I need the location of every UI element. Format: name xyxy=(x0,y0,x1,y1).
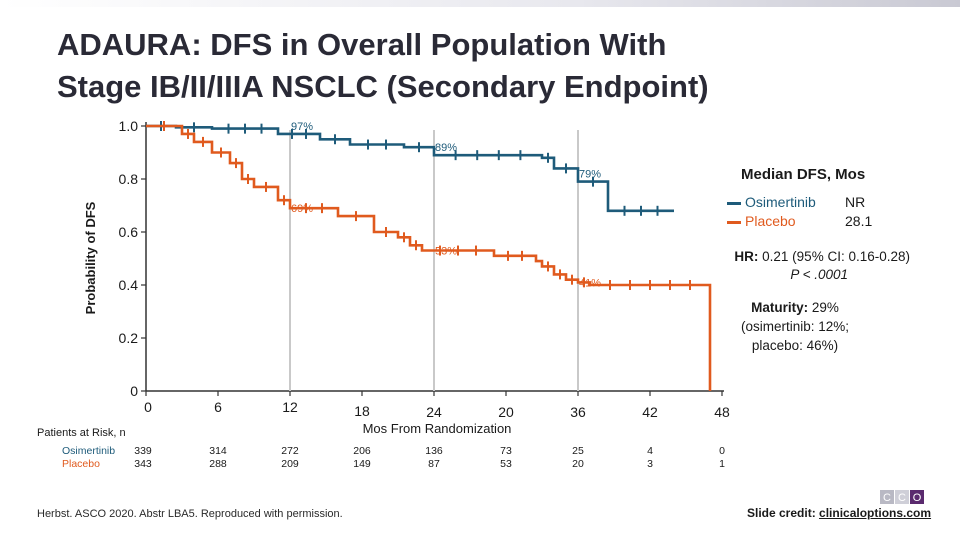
hazard-ratio: HR: 0.21 (95% CI: 0.16-0.28) P < .0001 xyxy=(690,248,910,284)
landmark-label: 41% xyxy=(579,277,601,289)
y-axis-title: Probability of DFS xyxy=(83,201,98,314)
risk-cell: 136 xyxy=(425,445,443,457)
x-tick-label: 48 xyxy=(714,404,730,420)
x-tick-label: 42 xyxy=(642,404,658,420)
maturity-value: 29% xyxy=(811,300,839,315)
hr-value: 0.21 (95% CI: 0.16-0.28) xyxy=(762,249,910,264)
risk-cell: 314 xyxy=(209,445,227,457)
risk-cell: 149 xyxy=(353,458,371,470)
y-tick-label: 0 xyxy=(130,383,138,399)
landmark-label: 69% xyxy=(291,203,313,215)
legend-median: 28.1 xyxy=(845,213,873,229)
x-tick-label: 20 xyxy=(498,404,514,420)
survival-curves xyxy=(146,121,712,391)
legend-swatch xyxy=(727,220,741,224)
slide-title: ADAURA: DFS in Overall Population With S… xyxy=(57,24,777,108)
risk-cell: 25 xyxy=(572,445,584,457)
x-tick-label: 6 xyxy=(214,399,222,415)
y-tick-label: 1.0 xyxy=(119,118,139,134)
chart-axes: 0 0.2 0.4 0.6 0.8 1.0 0 6 12 18 24 20 36 42 48 Mos From… xyxy=(83,118,730,436)
x-tick-label: 18 xyxy=(354,403,370,419)
maturity-note: Maturity: 29% (osimertinib: 12%; placebo… xyxy=(700,298,890,355)
legend-item-placebo: Placebo 28.1 xyxy=(727,213,872,229)
title-line-1: ADAURA: DFS in Overall Population With xyxy=(57,27,667,62)
x-axis-title: Mos From Randomization xyxy=(363,421,512,436)
risk-cell: 20 xyxy=(572,458,584,470)
risk-cell: 209 xyxy=(281,458,299,470)
risk-cell: 1 xyxy=(719,458,725,470)
risk-cell: 73 xyxy=(500,445,512,457)
risk-cell: 288 xyxy=(209,458,227,470)
x-tick-label: 12 xyxy=(282,399,298,415)
risk-cell: 272 xyxy=(281,445,299,457)
legend-heading: Median DFS, Mos xyxy=(741,166,866,183)
landmark-labels: 97% 89% 79% 69% 53% 41% xyxy=(291,121,601,289)
risk-table-title: Patients at Risk, n xyxy=(37,427,126,439)
maturity-label: Maturity: xyxy=(751,300,809,315)
credit-link[interactable]: clinicaloptions.com xyxy=(819,506,932,520)
logo-letter-2: C xyxy=(898,492,906,504)
legend-label: Osimertinib xyxy=(745,194,816,210)
risk-cell: 87 xyxy=(428,458,440,470)
landmark-label: 79% xyxy=(579,169,601,181)
x-tick-label: 36 xyxy=(570,404,586,420)
y-tick-label: 0.6 xyxy=(119,224,139,240)
p-value: P < .0001 xyxy=(790,267,848,282)
y-tick-label: 0.4 xyxy=(119,277,139,293)
title-line-2: Stage IB/II/IIIA NSCLC (Secondary Endpoi… xyxy=(57,69,709,104)
landmark-label: 97% xyxy=(291,121,313,133)
legend-label: Placebo xyxy=(745,213,796,229)
slide-credit: Slide credit: clinicaloptions.com xyxy=(747,506,931,520)
legend-median: NR xyxy=(845,194,866,210)
landmark-label: 89% xyxy=(435,142,457,154)
risk-row-name: Placebo xyxy=(62,458,100,470)
x-tick-label: 0 xyxy=(144,399,152,415)
maturity-line-2: (osimertinib: 12%; xyxy=(740,319,850,334)
curve-osimertinib xyxy=(146,124,674,213)
risk-row-name: Osimertinib xyxy=(62,445,116,457)
y-tick-label: 0.2 xyxy=(119,330,139,346)
risk-cell: 4 xyxy=(647,445,653,457)
logo-letter-1: C xyxy=(883,492,891,504)
citation: Herbst. ASCO 2020. Abstr LBA5. Reproduce… xyxy=(37,508,343,520)
cco-logo-icon: C C O xyxy=(880,490,924,504)
y-tick-label: 0.8 xyxy=(119,171,139,187)
logo-letter-3: O xyxy=(913,492,922,504)
risk-cell: 339 xyxy=(134,445,152,457)
maturity-line-3: placebo: 46%) xyxy=(751,338,839,353)
risk-cell: 206 xyxy=(353,445,371,457)
curve-placebo xyxy=(146,124,712,391)
hr-label: HR: xyxy=(734,249,759,264)
risk-cell: 3 xyxy=(647,458,653,470)
landmark-label: 53% xyxy=(435,246,457,258)
top-accent-bar xyxy=(0,0,960,7)
legend-item-osimertinib: Osimertinib NR xyxy=(727,194,865,210)
x-tick-label: 24 xyxy=(426,404,442,420)
risk-cell: 0 xyxy=(719,445,725,457)
legend-swatch xyxy=(727,201,741,205)
credit-label: Slide credit: xyxy=(747,506,816,520)
risk-cell: 343 xyxy=(134,458,152,470)
risk-cell: 53 xyxy=(500,458,512,470)
